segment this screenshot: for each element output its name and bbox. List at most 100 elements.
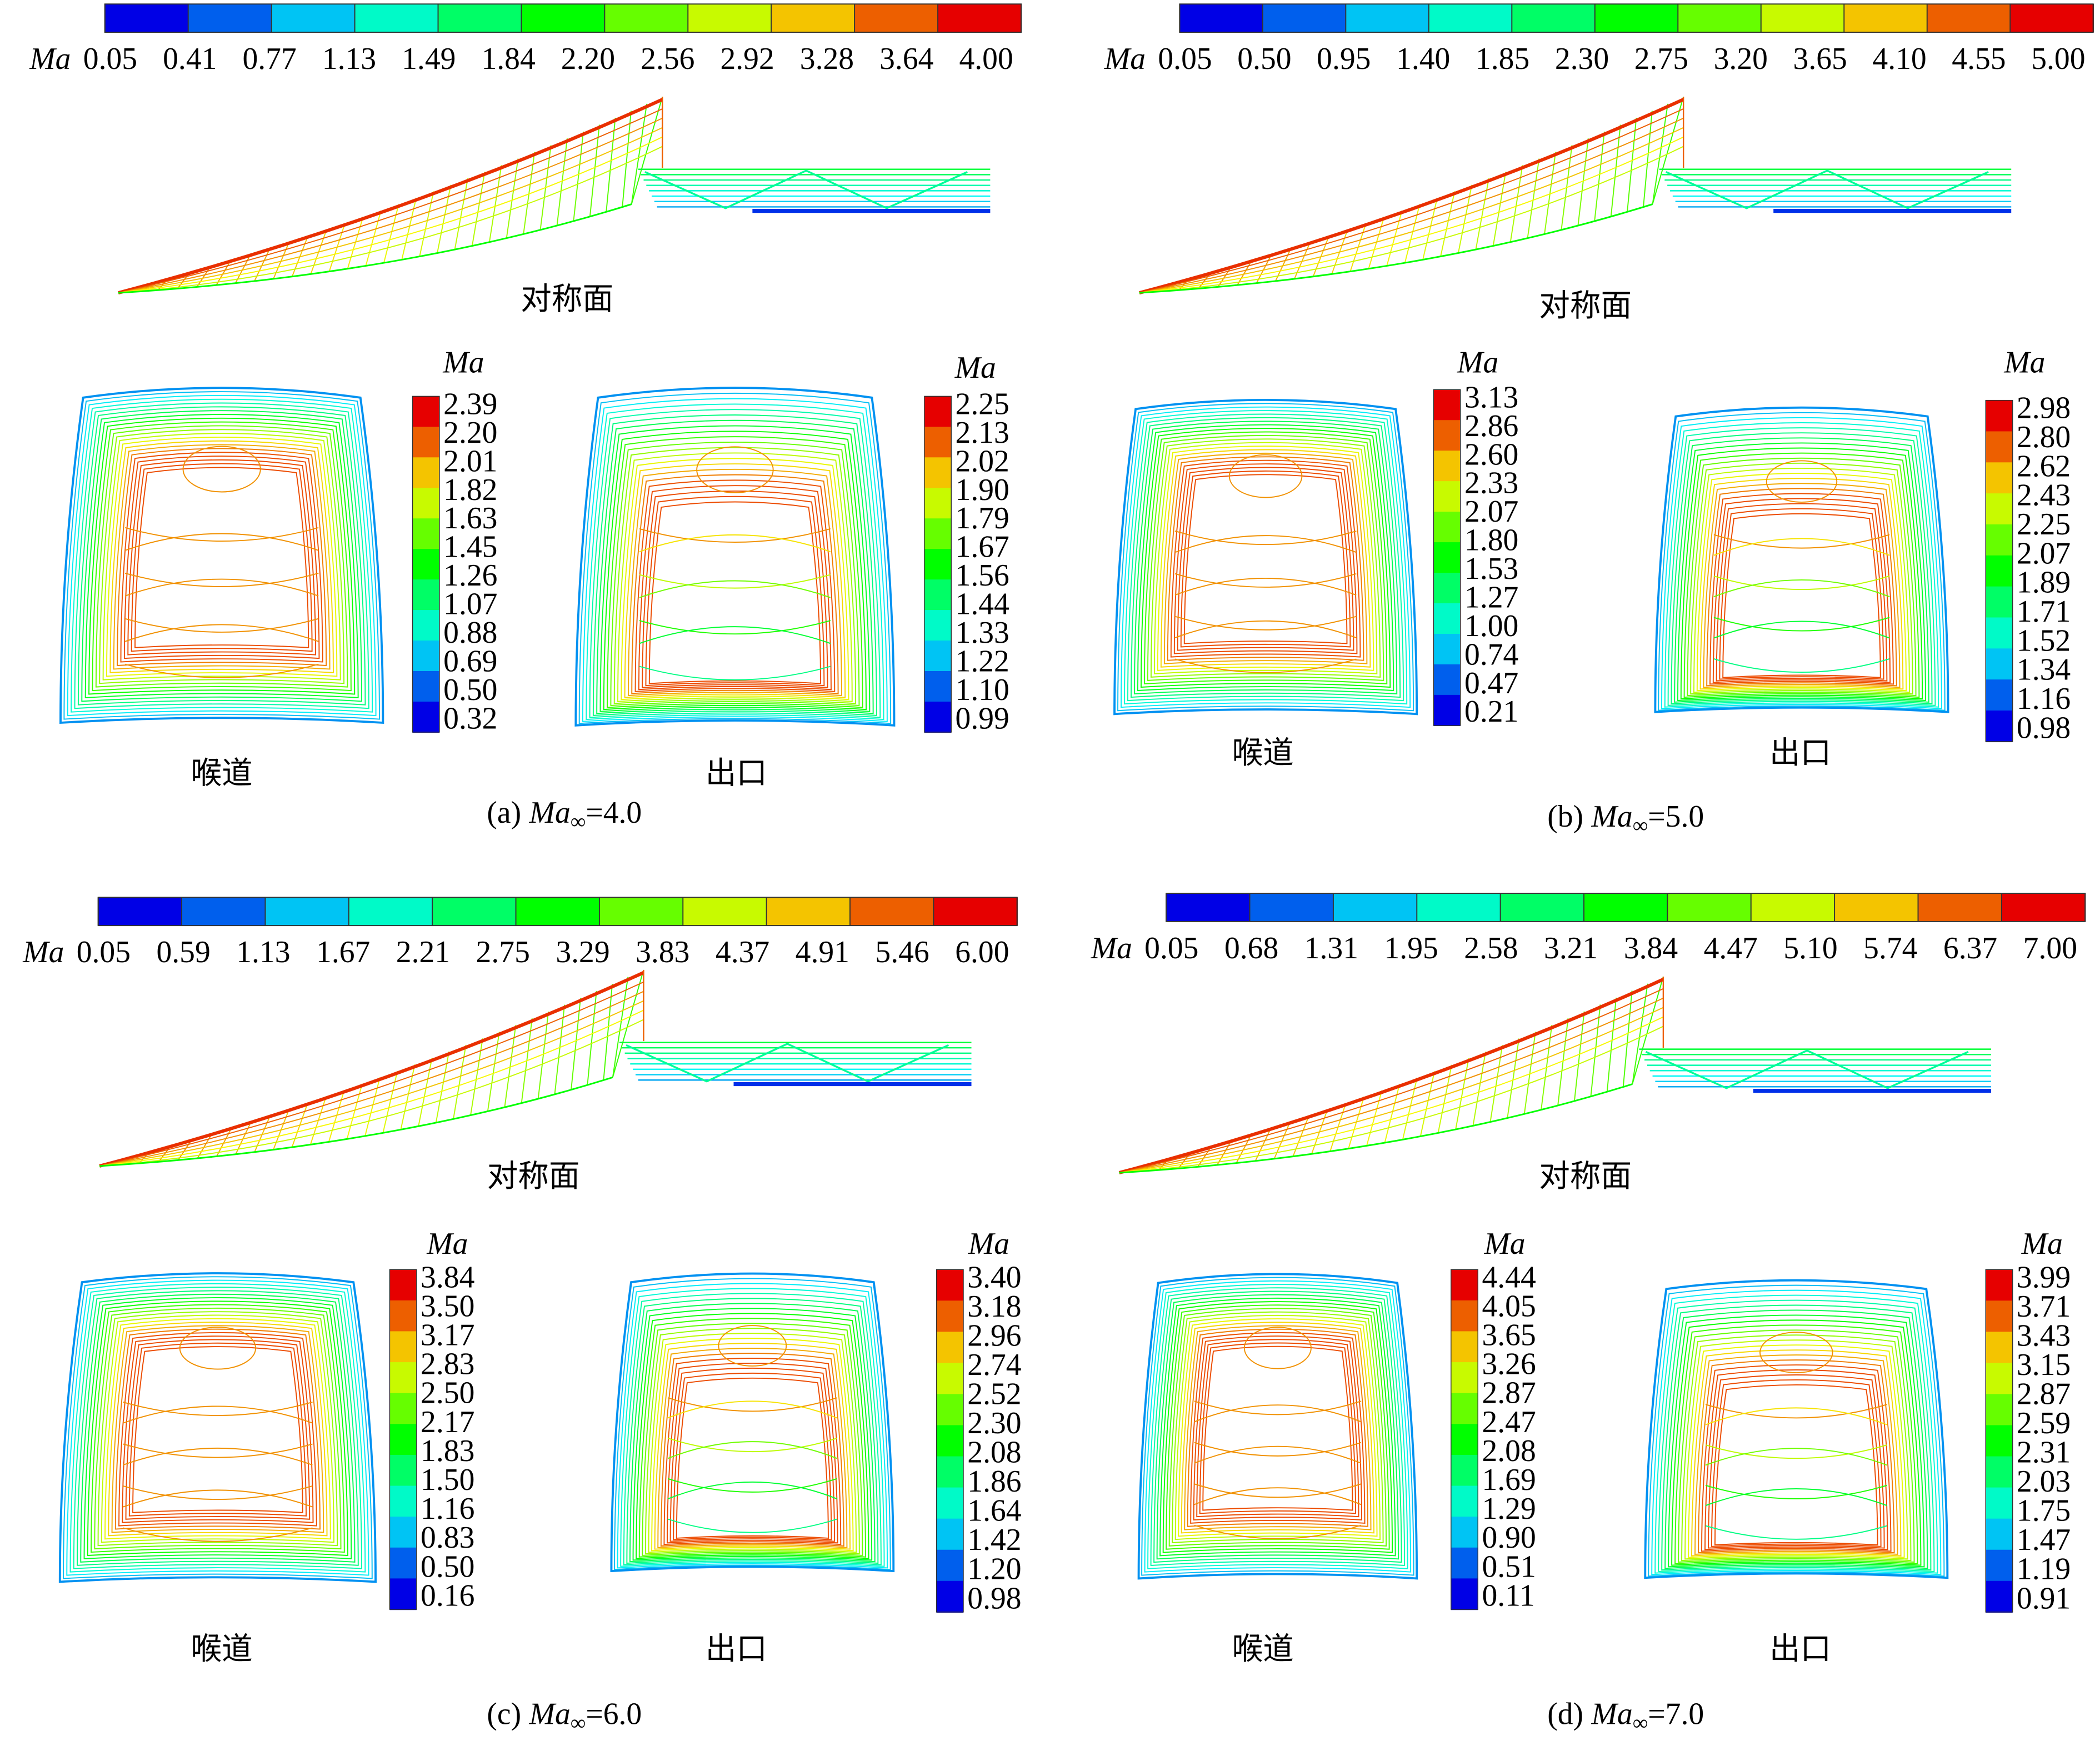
colorbar-frame: [97, 897, 1018, 927]
contour-line: [122, 1335, 314, 1523]
contour-line: [606, 117, 616, 212]
caption-subscript: ∞: [1633, 814, 1648, 837]
colorbar-tick-label: 0.21: [1464, 694, 1518, 729]
contour-line: [1174, 658, 1357, 673]
contour-line: [109, 440, 334, 673]
contour-line: [92, 421, 352, 692]
contour-line: [1573, 1011, 1585, 1102]
contour-line: [1489, 1045, 1503, 1122]
contour-line: [669, 1367, 836, 1542]
colorbar-segment: [412, 641, 439, 672]
contour-line: [99, 971, 644, 1168]
contour-line: [1174, 620, 1357, 638]
contour-line: [1160, 449, 1371, 668]
colorbar-tick-label: 1.50: [421, 1463, 474, 1497]
contour-line: [69, 1283, 366, 1573]
colorbar-segment: [412, 610, 439, 642]
colorbar-segment: [1433, 664, 1461, 696]
contour-line: [1131, 417, 1401, 698]
colorbar-tick-label: 3.21: [1544, 931, 1598, 965]
exit-contours: [1654, 406, 1949, 713]
colorbar-segment: [924, 671, 952, 703]
contour-line: [571, 998, 581, 1090]
contour-line: [673, 1372, 832, 1540]
colorbar-frame: [1166, 893, 2086, 922]
contour-line: [1194, 1442, 1362, 1457]
contour-line: [1153, 442, 1378, 674]
contour-line: [1139, 117, 1684, 294]
contour-line: [639, 626, 831, 644]
contour-line: [1667, 427, 1936, 706]
colorbar-segment: [2010, 4, 2094, 33]
contour-line: [124, 572, 319, 587]
contour-line: [99, 1000, 644, 1167]
contour-line: [1194, 1483, 1362, 1498]
colorbar-segment: [938, 4, 1022, 33]
colorbar-segment: [265, 897, 350, 926]
contour-line: [1153, 1290, 1402, 1563]
contour-line: [1684, 1339, 1908, 1560]
contour-line: [1711, 1379, 1882, 1547]
contour-line: [1708, 1374, 1885, 1549]
colorbar-segment: [98, 897, 183, 926]
section-label: 喉道: [1232, 736, 1294, 771]
colorbar-tick-label: 2.30: [1555, 42, 1609, 76]
colorbar-frame: [1433, 389, 1461, 726]
colorbar-tick-label: 0.50: [1237, 42, 1291, 76]
colorbar-tick-label: 4.05: [1482, 1289, 1536, 1323]
colorbar-tick-label: 0.05: [1158, 42, 1212, 76]
contour-line: [504, 1025, 517, 1108]
colorbar-title: Ma: [426, 1227, 468, 1261]
contour-line: [1705, 1404, 1887, 1419]
contour-line: [645, 496, 825, 687]
colorbar-segment: [1451, 1331, 1478, 1363]
colorbar-segment: [1986, 431, 2013, 463]
contour-line: [81, 410, 363, 702]
section-label: 喉道: [191, 756, 253, 791]
contour-line: [470, 1038, 483, 1115]
contour-line: [657, 1348, 848, 1548]
contour-line: [1119, 1007, 1664, 1174]
contour-line: [1706, 488, 1897, 687]
contour-line: [1174, 578, 1357, 596]
contour-line: [1654, 1294, 1938, 1574]
contour-line: [73, 1287, 363, 1569]
colorbar-tick-label: 2.74: [967, 1348, 1021, 1382]
caption: (d) Ma∞=7.0: [1547, 1697, 1704, 1735]
colorbar-tick-label: 2.75: [1634, 42, 1688, 76]
contour-line: [106, 437, 338, 677]
section-label: 出口: [1769, 1632, 1831, 1667]
contour-line: [667, 1518, 838, 1533]
contour-line: [1194, 1400, 1362, 1415]
colorbar-segment: [412, 579, 439, 611]
contour-line: [59, 387, 384, 724]
caption-subscript: ∞: [571, 810, 586, 833]
contour-line: [108, 1322, 328, 1537]
contour-line: [1217, 266, 1232, 288]
colorbar-tick-label: 2.59: [2017, 1406, 2071, 1440]
colorbar-tick-label: 1.44: [956, 587, 1009, 622]
exit-contours: [610, 1272, 895, 1573]
colorbar-tick-label: 3.83: [636, 935, 689, 969]
section-label: 出口: [1769, 736, 1831, 771]
contour-line: [622, 111, 632, 207]
contour-line: [1162, 1301, 1393, 1553]
colorbar-title: Ma: [1457, 346, 1498, 380]
contour-line: [639, 534, 831, 553]
colorbar-tick-label: 2.98: [2017, 391, 2071, 426]
colorbar-segment: [389, 1517, 417, 1548]
colorbar-tick-label: 7.00: [2023, 931, 2077, 965]
contour-line: [1713, 579, 1890, 598]
section-label: 对称面: [487, 1159, 580, 1194]
contour-line: [471, 172, 486, 246]
contour-line: [124, 663, 319, 678]
contour-line: [118, 146, 663, 294]
colorbar-tick-label: 3.40: [967, 1260, 1021, 1294]
colorbar-title: Ma: [2021, 1227, 2063, 1261]
colorbar-tick-label: 4.37: [716, 935, 769, 969]
contour-line: [71, 398, 373, 713]
contour-line: [124, 533, 319, 551]
contour-line: [1163, 452, 1368, 664]
colorbar-tick-label: 3.17: [421, 1318, 474, 1353]
contour-line: [1699, 478, 1904, 690]
